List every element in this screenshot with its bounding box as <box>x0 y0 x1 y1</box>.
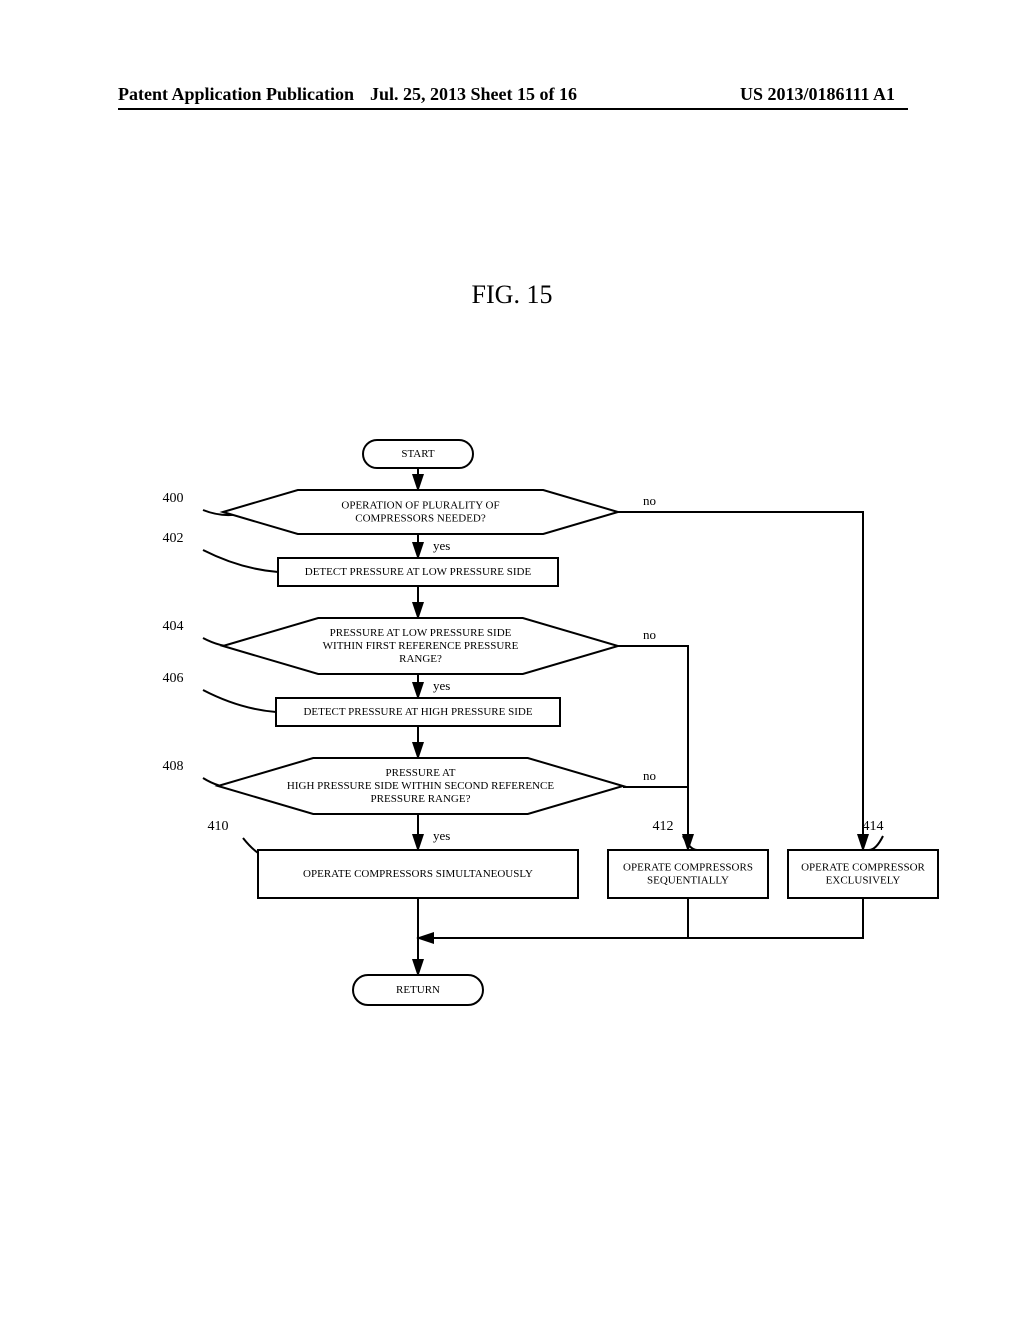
svg-text:DETECT PRESSURE AT LOW PRESSUR: DETECT PRESSURE AT LOW PRESSURE SIDE <box>305 566 532 578</box>
header-rule <box>118 108 908 110</box>
svg-text:414: 414 <box>863 819 884 834</box>
svg-text:no: no <box>643 493 656 508</box>
svg-text:400: 400 <box>163 491 184 506</box>
svg-text:408: 408 <box>163 759 184 774</box>
figure-title: FIG. 15 <box>0 280 1024 310</box>
svg-text:RETURN: RETURN <box>396 984 440 996</box>
svg-text:no: no <box>643 768 656 783</box>
flowchart-diagram: yes yes yes no no no START OPERATION OF PLURALI… <box>118 380 908 1100</box>
svg-text:yes: yes <box>433 828 450 843</box>
svg-text:OPERATION OF PLURALITY OFCOMPR: OPERATION OF PLURALITY OFCOMPRESSORS NEE… <box>341 499 499 524</box>
header-pub-number: US 2013/0186111 A1 <box>740 84 895 105</box>
svg-text:404: 404 <box>163 619 184 634</box>
svg-text:START: START <box>401 448 435 460</box>
svg-text:OPERATE COMPRESSORS SIMULTANEO: OPERATE COMPRESSORS SIMULTANEOUSLY <box>303 868 533 880</box>
svg-text:no: no <box>643 627 656 642</box>
svg-text:410: 410 <box>208 819 229 834</box>
header-date-sheet: Jul. 25, 2013 Sheet 15 of 16 <box>370 84 577 105</box>
svg-text:412: 412 <box>653 819 674 834</box>
svg-text:406: 406 <box>163 671 184 686</box>
svg-text:yes: yes <box>433 538 450 553</box>
header-publication: Patent Application Publication <box>118 84 354 105</box>
svg-text:yes: yes <box>433 678 450 693</box>
svg-text:DETECT PRESSURE AT HIGH PRESSU: DETECT PRESSURE AT HIGH PRESSURE SIDE <box>303 706 532 718</box>
svg-text:402: 402 <box>163 531 184 546</box>
